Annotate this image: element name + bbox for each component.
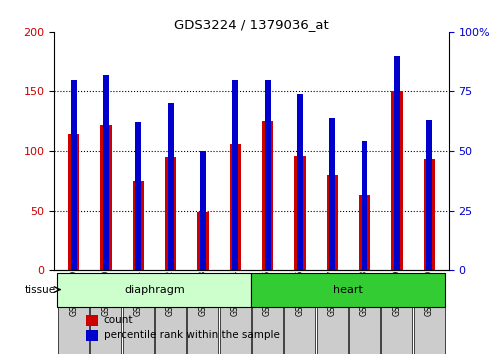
FancyBboxPatch shape: [58, 273, 251, 307]
Bar: [297, 94, 303, 270]
Text: percentile rank within the sample: percentile rank within the sample: [104, 330, 280, 340]
Bar: [426, 120, 432, 270]
Bar: [100, 125, 111, 270]
Text: heart: heart: [333, 285, 363, 295]
FancyBboxPatch shape: [251, 273, 445, 307]
Bar: [232, 80, 238, 270]
Text: tissue: tissue: [25, 285, 56, 295]
Bar: [68, 134, 79, 270]
Text: count: count: [104, 315, 133, 325]
Bar: [197, 212, 209, 270]
Bar: [262, 121, 273, 270]
Bar: [168, 103, 174, 270]
Bar: [326, 175, 338, 270]
Bar: [70, 80, 76, 270]
Bar: [362, 142, 367, 270]
Bar: [165, 157, 176, 270]
Bar: [136, 122, 141, 270]
Bar: [86, 314, 98, 326]
Bar: [423, 159, 435, 270]
Bar: [394, 56, 400, 270]
Bar: [103, 75, 109, 270]
Title: GDS3224 / 1379036_at: GDS3224 / 1379036_at: [174, 18, 329, 31]
Bar: [391, 91, 403, 270]
Bar: [359, 195, 370, 270]
Text: diaphragm: diaphragm: [124, 285, 185, 295]
Bar: [200, 151, 206, 270]
Bar: [230, 144, 241, 270]
Bar: [265, 80, 271, 270]
Bar: [86, 330, 98, 341]
Bar: [133, 181, 144, 270]
Bar: [294, 156, 306, 270]
Bar: [329, 118, 335, 270]
